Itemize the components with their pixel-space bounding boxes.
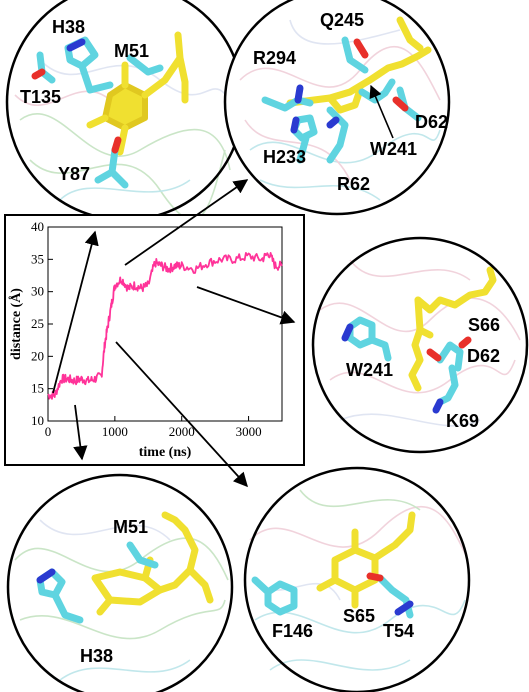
label-f146: F146 (272, 621, 313, 641)
label-y87: Y87 (58, 164, 90, 184)
arrow-to-bottom-left (73, 404, 88, 461)
panel-border (6, 473, 234, 692)
series-line-distance (47, 252, 283, 400)
label-h38: H38 (80, 646, 113, 666)
y-tick-label: 35 (31, 251, 44, 266)
arrow-to-bottom-right (115, 341, 248, 488)
label-d62: D62 (415, 112, 448, 132)
residues-bottom-right (251, 572, 414, 619)
residues-top-left (31, 36, 164, 189)
residues-bottom-left (36, 541, 159, 624)
x-tick-label: 2000 (169, 424, 195, 439)
y-tick-label: 10 (31, 413, 44, 428)
label-d62: D62 (467, 346, 500, 366)
ligand-middle-right (408, 266, 497, 392)
x-tick-label: 0 (45, 424, 52, 439)
label-t135: T135 (20, 87, 61, 107)
label-s65: S65 (343, 606, 375, 626)
y-tick-label: 20 (31, 348, 44, 363)
label-k69: K69 (446, 411, 479, 431)
x-ticks: 0 1000 2000 3000 (45, 416, 262, 439)
y-tick-label: 15 (31, 381, 44, 396)
panel-top-right: Q245 R294 D62 W241 H233 R62 (223, 0, 451, 216)
label-m51: M51 (113, 517, 148, 537)
y-axis-label: distance (Å) (8, 288, 24, 360)
label-h233: H233 (263, 147, 306, 167)
x-tick-label: 3000 (236, 424, 262, 439)
x-tick-label: 1000 (102, 424, 128, 439)
y-ticks: 10 15 20 25 30 35 40 (31, 219, 53, 428)
pointer-arrow (369, 84, 394, 139)
panel-border (223, 0, 451, 216)
backbone-ribbons (319, 259, 521, 427)
arrow-to-top-right (124, 179, 249, 266)
y-tick-label: 30 (31, 284, 44, 299)
backbone-ribbons (14, 519, 229, 681)
label-r294: R294 (253, 48, 296, 68)
label-m51: M51 (114, 41, 149, 61)
panel-border (311, 236, 529, 454)
x-axis-label: time (ns) (139, 445, 192, 460)
label-w241: W241 (370, 139, 417, 159)
label-r62: R62 (337, 174, 370, 194)
label-q245: Q245 (320, 10, 364, 30)
label-t54: T54 (383, 621, 414, 641)
label-h38: H38 (52, 17, 85, 37)
y-tick-label: 40 (31, 219, 44, 234)
panel-middle-right: S66 W241 D62 K69 (311, 236, 529, 454)
ligand-top-left (86, 31, 189, 156)
label-s66: S66 (468, 315, 500, 335)
panel-bottom-right: S65 F146 T54 (243, 466, 471, 692)
panel-top-left: H38 M51 T135 Y87 (5, 0, 245, 222)
residues-middle-right (341, 316, 472, 414)
connector-arrows (52, 179, 296, 488)
plot-box: 0 1000 2000 3000 10 15 20 25 30 35 40 time (ns) d… (4, 214, 305, 466)
y-tick-label: 25 (31, 316, 44, 331)
label-w241: W241 (346, 360, 393, 380)
panel-bottom-left: M51 H38 (6, 473, 234, 692)
arrow-to-middle-right (196, 286, 296, 325)
backbone-ribbons (249, 489, 469, 671)
panel-border (243, 466, 471, 692)
arrow-to-top-left (52, 230, 99, 394)
